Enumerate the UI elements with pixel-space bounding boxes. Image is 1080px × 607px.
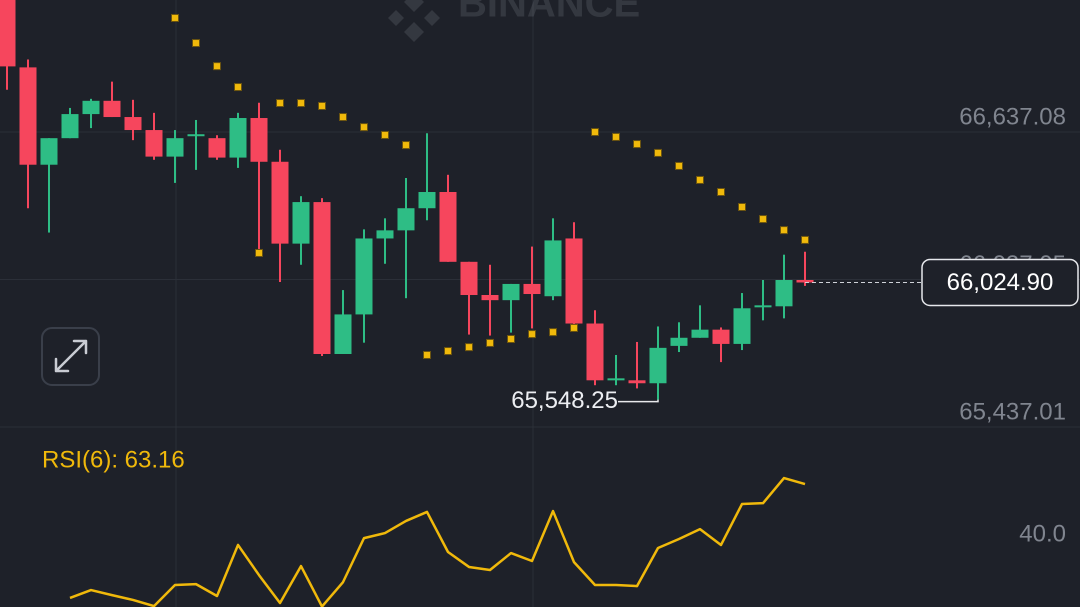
candle-body [124,117,142,131]
candle-body [19,67,37,165]
candle-body [229,118,247,158]
candle-body [250,118,268,162]
candle-body [586,323,604,381]
candle-body [208,138,226,158]
candle-body [292,202,310,244]
candle-body [691,329,709,338]
candle-body [0,0,16,67]
rsi-label: RSI(6): 63.16 [42,446,185,473]
sar-dot [717,188,725,197]
sar-dot [381,130,389,139]
expand-button[interactable] [41,327,100,386]
candle-body [733,308,751,344]
rsi-panel [69,476,806,607]
candle-body [670,337,688,346]
sar-dot [633,140,641,149]
sar-dot [570,323,578,332]
candle-body [712,329,730,344]
sar-dot [276,99,284,108]
candle-body [376,230,394,239]
sar-dot [192,39,200,48]
candle-body [460,261,478,296]
candle-body [61,114,79,139]
sar-dot [234,83,242,92]
sar-dot [171,13,179,22]
low-marker-line [618,399,659,403]
candle-body [796,280,814,283]
sar-dot [318,101,326,110]
sar-dot [297,99,305,108]
candle-body [628,380,646,384]
sar-dot [507,335,515,344]
sar-dot [486,338,494,347]
last-price-label: 66,024.90 [947,269,1054,296]
sar-dot [801,235,809,244]
sar-dot [465,343,473,352]
price-panel [0,0,1080,427]
sar-dot [780,226,788,235]
candle-body [565,238,583,324]
candle-body [313,202,331,354]
candle-body [166,138,184,157]
candle-body [754,305,772,308]
expand-icon[interactable] [54,339,88,373]
candle-body [607,378,625,381]
rsi-line [69,476,806,607]
y-tick-label: 65,437.01 [959,398,1066,425]
last-price-box [921,258,1079,307]
candle-body [103,100,121,118]
sar-dot [675,161,683,170]
sar-dot [591,128,599,137]
overlay: 66,637.0866,037.0565,437.0165,548.2566,0… [511,103,1079,547]
sar-dot [255,248,263,257]
candle-body [82,100,100,115]
candle-body [187,134,205,137]
sar-dot [696,175,704,184]
candle-body [271,161,289,244]
watermark-logo [388,0,440,42]
candle-body [649,347,667,384]
candle-body [145,130,163,157]
candle-body [775,280,793,307]
candle-body [40,138,58,165]
candle-body [481,295,499,301]
y-tick-label: 66,637.08 [959,103,1066,130]
sar-dot [759,215,767,224]
sar-dot [738,202,746,211]
watermark: BINANCE [458,0,640,26]
sar-dot [423,350,431,359]
sar-dot [360,123,368,132]
candle-body [334,314,352,354]
candle-body [523,283,541,295]
candle-body [439,192,457,262]
sar-dot [528,330,536,339]
candle-body [355,238,373,315]
candle-body [502,283,520,301]
low-marker-label: 65,548.25 [511,387,618,414]
sar-dot [612,132,620,141]
sar-dot [549,328,557,337]
sar-dot [402,141,410,150]
sar-dot [444,347,452,356]
candle-body [397,208,415,231]
candle-body [544,240,562,297]
sar-dot [213,62,221,71]
sar-dot [339,113,347,122]
sar-dot [654,148,662,157]
rsi-tick-label: 40.0 [1019,520,1066,547]
candle-body [418,192,436,209]
